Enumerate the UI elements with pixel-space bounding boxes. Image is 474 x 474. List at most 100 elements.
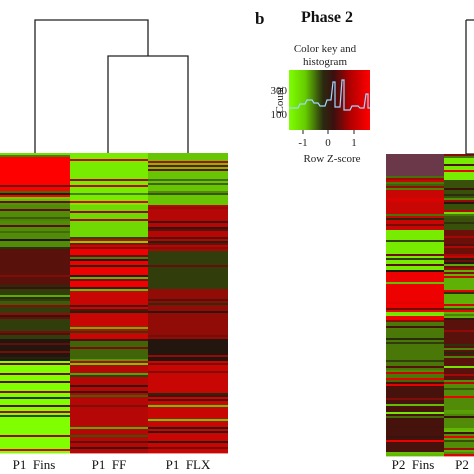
heatmap-cell — [386, 354, 444, 357]
heatmap-cell — [386, 404, 444, 407]
heatmap-cell — [386, 216, 444, 219]
heatmap-cell — [70, 309, 148, 312]
heatmap-cell — [386, 184, 444, 187]
heatmap-cell — [148, 169, 228, 172]
heatmap-cell — [386, 450, 444, 453]
heatmap-cell — [386, 166, 444, 169]
heatmap-cell — [386, 226, 444, 229]
heatmap-cell — [0, 175, 70, 178]
heatmap-cell — [148, 229, 228, 232]
heatmap-cell — [70, 449, 148, 452]
heatmap-cell — [148, 397, 228, 400]
heatmap-cell — [148, 379, 228, 382]
heatmap-cell — [70, 281, 148, 284]
heatmap-cell — [148, 275, 228, 278]
heatmap-cell — [386, 290, 444, 293]
heatmap-cell — [148, 179, 228, 182]
heatmap-cell — [444, 376, 474, 379]
heatmap-cell — [0, 249, 70, 252]
heatmap-cell — [0, 309, 70, 312]
heatmap-cell — [0, 377, 70, 380]
heatmap-cell — [148, 167, 228, 170]
heatmap-cell — [70, 315, 148, 318]
heatmap-cell — [386, 434, 444, 437]
heatmap-cell — [444, 192, 474, 195]
heatmap-cell — [148, 405, 228, 408]
heatmap-cell — [444, 274, 474, 277]
heatmap-cell — [148, 267, 228, 270]
heatmap-cell — [386, 200, 444, 203]
heatmap-cell — [148, 217, 228, 220]
heatmap-cell — [70, 403, 148, 406]
heatmap-cell — [70, 345, 148, 348]
heatmap-cell — [70, 191, 148, 194]
heatmap-cell — [0, 329, 70, 332]
heatmap-cell — [386, 264, 444, 267]
heatmap-cell — [386, 224, 444, 227]
heatmap-cell — [386, 438, 444, 441]
heatmap-cell — [70, 255, 148, 258]
heatmap-cell — [386, 426, 444, 429]
heatmap-cell — [0, 413, 70, 416]
heatmap-cell — [148, 389, 228, 392]
heatmap-cell — [70, 193, 148, 196]
heatmap-cell — [0, 239, 70, 242]
heatmap-cell — [148, 263, 228, 266]
heatmap-cell — [70, 211, 148, 214]
heatmap-cell — [444, 328, 474, 331]
heatmap-cell — [386, 188, 444, 191]
heatmap-cell — [444, 234, 474, 237]
heatmap-cell — [386, 170, 444, 173]
heatmap-cell — [70, 413, 148, 416]
heatmap-cell — [70, 435, 148, 438]
heatmap-cell — [148, 303, 228, 306]
heatmap-cell — [148, 261, 228, 264]
heatmap-cell — [444, 230, 474, 233]
heatmap-cell — [148, 215, 228, 218]
heatmap-cell — [0, 393, 70, 396]
heatmap-cell — [444, 374, 474, 377]
heatmap-cell — [444, 236, 474, 239]
heatmap-cell — [148, 159, 228, 162]
heatmap-cell — [386, 210, 444, 213]
heatmap-cell — [70, 213, 148, 216]
heatmap-cell — [70, 287, 148, 290]
heatmap-cell — [70, 331, 148, 334]
heatmap-cell — [70, 321, 148, 324]
heatmap-cell — [70, 359, 148, 362]
heatmap-cell — [386, 242, 444, 245]
heatmap-cell — [0, 271, 70, 274]
heatmap-cell — [70, 451, 148, 454]
heatmap-cell — [0, 279, 70, 282]
heatmap-cell — [386, 412, 444, 415]
heatmap-cell — [0, 449, 70, 452]
heatmap-cell — [70, 209, 148, 212]
heatmap-cell — [444, 340, 474, 343]
heatmap-cell — [386, 222, 444, 225]
heatmap-cell — [148, 327, 228, 330]
heatmap-cell — [386, 424, 444, 427]
heatmap-cell — [0, 183, 70, 186]
heatmap-cell — [444, 294, 474, 297]
heatmap-cell — [386, 378, 444, 381]
heatmap-cell — [386, 232, 444, 235]
heatmap-cell — [0, 291, 70, 294]
heatmap-cell — [70, 343, 148, 346]
heatmap-cell — [444, 202, 474, 205]
heatmap-cell — [386, 352, 444, 355]
heatmap-cell — [444, 436, 474, 439]
heatmap-cell — [0, 311, 70, 314]
heatmap-cell — [148, 247, 228, 250]
heatmap-cell — [148, 333, 228, 336]
heatmap-cell — [70, 433, 148, 436]
heatmap-cell — [444, 186, 474, 189]
heatmap-cell — [70, 195, 148, 198]
heatmap-cell — [148, 181, 228, 184]
heatmap-cell — [70, 339, 148, 342]
heatmap-cell — [386, 436, 444, 439]
heatmap-cell — [444, 400, 474, 403]
heatmap-cell — [0, 167, 70, 170]
heatmap-cell — [444, 246, 474, 249]
heatmap-cell — [0, 177, 70, 180]
heatmap-cell — [148, 277, 228, 280]
